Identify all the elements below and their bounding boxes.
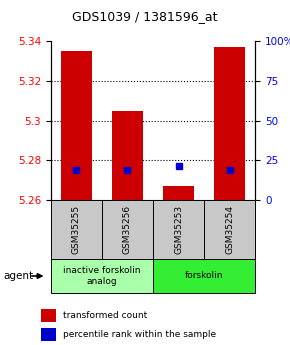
Text: GSM35255: GSM35255 (72, 205, 81, 254)
Bar (153, 259, 255, 293)
Bar (41, 328, 56, 342)
Text: GSM35253: GSM35253 (174, 205, 183, 254)
Bar (204, 200, 255, 259)
Bar (61, 51, 92, 200)
Bar (102, 200, 153, 259)
Text: transformed count: transformed count (63, 311, 147, 320)
Text: inactive forskolin
analog: inactive forskolin analog (63, 266, 141, 286)
Text: GSM35254: GSM35254 (225, 205, 234, 254)
Bar (153, 200, 204, 259)
Bar (214, 47, 245, 200)
Bar (51, 259, 153, 293)
Text: GDS1039 / 1381596_at: GDS1039 / 1381596_at (72, 10, 218, 23)
Text: percentile rank within the sample: percentile rank within the sample (63, 330, 216, 339)
Text: GSM35256: GSM35256 (123, 205, 132, 254)
Bar (112, 111, 143, 200)
Bar (51, 200, 102, 259)
Bar (163, 186, 194, 200)
Text: forskolin: forskolin (185, 272, 223, 280)
Bar (41, 309, 56, 322)
Text: agent: agent (3, 271, 33, 281)
